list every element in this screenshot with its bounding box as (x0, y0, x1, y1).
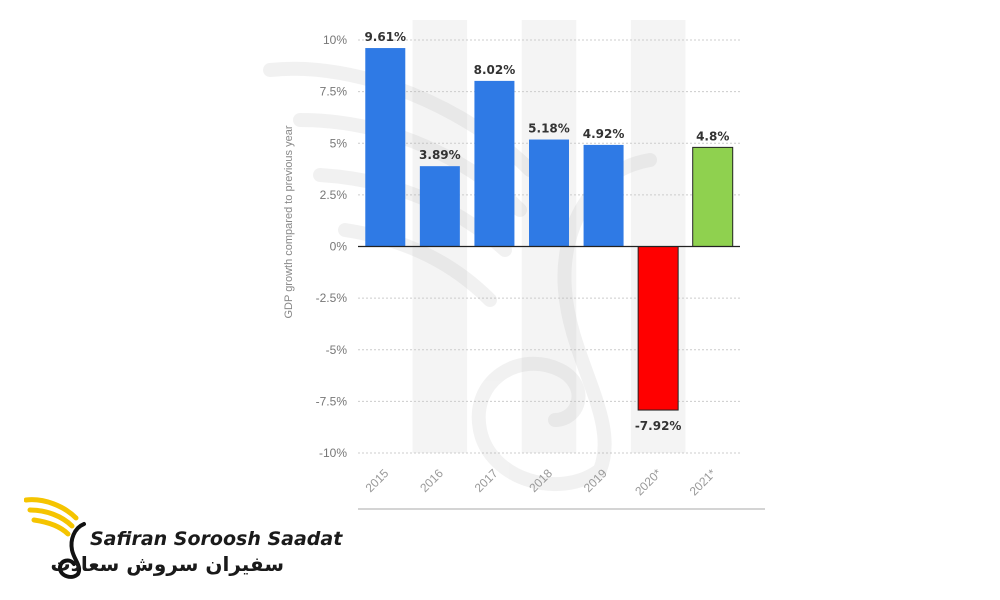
x-tick-label: 2017 (472, 466, 501, 495)
data-label: 4.8% (696, 129, 729, 143)
brand-block: Safiran Soroosh Saadat سفیران سروش سعادت (24, 494, 342, 584)
y-tick-label: -2.5% (316, 291, 348, 305)
bar (419, 166, 460, 247)
axes (358, 245, 765, 510)
bar (529, 139, 569, 247)
x-tick-label: 2016 (417, 466, 446, 495)
y-tick-label: -10% (319, 446, 347, 460)
x-tick-label: 2021* (687, 466, 719, 498)
data-label: -7.92% (635, 419, 682, 433)
y-tick-label: 5% (330, 136, 348, 150)
y-tick-label: -7.5% (316, 394, 348, 408)
y-tick-label: 0% (330, 240, 348, 254)
bars (365, 48, 734, 411)
y-tick-label: 2.5% (320, 188, 348, 202)
value-labels: 9.61% 3.89% 8.02% 5.18% 4.92% -7.92% 4.8% (364, 30, 729, 433)
y-tick-labels: 10% 7.5% 5% 2.5% 0% -2.5% -5% -7.5% -10% (316, 33, 348, 460)
bar (365, 48, 406, 247)
y-tick-label: 10% (323, 33, 347, 47)
bar (637, 246, 679, 411)
data-label: 9.61% (364, 30, 406, 44)
x-tick-labels: 2015 2016 2017 2018 2019 2020* 2021* (363, 466, 719, 498)
y-tick-label: -5% (326, 343, 348, 357)
y-axis-title: GDP growth compared to previous year (283, 125, 295, 318)
x-tick-label: 2015 (363, 466, 392, 495)
bird-logo-icon (24, 497, 86, 579)
data-label: 5.18% (528, 122, 570, 136)
y-tick-label: 7.5% (320, 85, 348, 99)
brand-name-persian: سفیران سروش سعادت (50, 552, 285, 576)
bar (583, 144, 624, 247)
bar (692, 146, 734, 248)
data-label: 3.89% (419, 148, 461, 162)
bar (474, 80, 515, 247)
data-label: 4.92% (583, 127, 625, 141)
data-label: 8.02% (474, 63, 516, 77)
x-tick-label: 2020* (632, 466, 664, 498)
brand-name: Safiran Soroosh Saadat (90, 528, 343, 550)
